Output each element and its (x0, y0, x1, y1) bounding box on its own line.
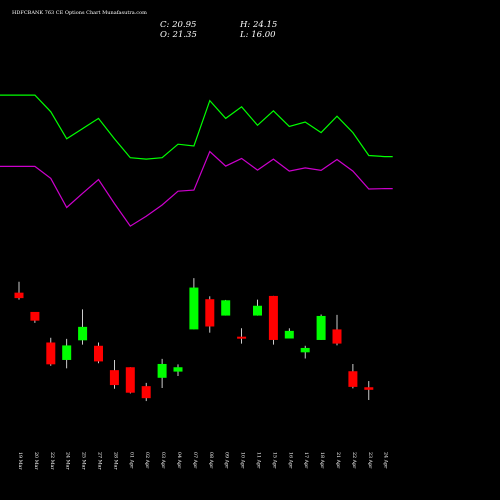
x-tick-label: 19 Mar (17, 452, 23, 470)
low-value: L: 16.00 (239, 30, 276, 40)
x-tick-label: 04 Apr (176, 452, 182, 469)
x-axis-tick-labels: 19 Mar 20 Mar 22 Mar 24 Mar 25 Mar 27 Mar 28 M… (17, 452, 389, 470)
candle-body (268, 295, 278, 340)
x-tick-label: 10 Apr (240, 452, 246, 469)
indicator-lines (0, 94, 393, 227)
x-tick-label: 15 Apr (271, 452, 277, 469)
candle (205, 296, 215, 333)
candle (348, 363, 358, 389)
candle-body (109, 370, 119, 386)
candle-body (332, 329, 342, 344)
candle-body (78, 326, 88, 341)
candle (109, 359, 119, 389)
candle (14, 281, 24, 300)
close-value: C: 20.95 (160, 20, 196, 30)
candle-body (253, 305, 262, 316)
candle (157, 358, 167, 388)
candle-body (189, 287, 199, 330)
x-tick-label: 23 Apr (367, 452, 373, 469)
candle-body (316, 315, 326, 340)
candle-body (125, 367, 135, 393)
x-tick-label: 21 Apr (335, 452, 341, 469)
x-tick-label: 24 Mar (65, 452, 71, 470)
x-tick-label: 28 Mar (112, 452, 118, 470)
candle-body (94, 345, 103, 362)
x-tick-label: 03 Apr (160, 452, 166, 469)
candle (46, 337, 56, 366)
candle (300, 345, 310, 359)
candle-body (173, 367, 183, 372)
candles (14, 278, 374, 402)
candle-body (46, 342, 56, 365)
candle (364, 381, 374, 400)
x-tick-label: 22 Mar (49, 452, 55, 470)
candle (268, 295, 278, 345)
candle (284, 328, 294, 339)
candle (253, 299, 262, 316)
candle (237, 328, 247, 344)
candle (141, 382, 151, 402)
candle (30, 311, 40, 323)
candle (316, 314, 326, 340)
candle (94, 342, 103, 364)
candle (189, 278, 199, 330)
x-tick-label: 16 Apr (287, 452, 293, 469)
candle-body (14, 292, 24, 299)
candle-body (237, 336, 247, 339)
candle-body (348, 371, 358, 387)
candle (125, 367, 135, 394)
x-tick-label: 20 Mar (33, 452, 39, 470)
x-tick-label: 09 Apr (224, 452, 230, 469)
candle-body (205, 299, 215, 327)
x-tick-label: 17 Apr (303, 452, 309, 469)
candle-body (141, 386, 151, 399)
lower-indicator-line (0, 150, 393, 227)
open-value: O: 21.35 (160, 30, 197, 40)
candle (332, 314, 342, 346)
candle (78, 309, 88, 345)
x-tick-label: 27 Mar (97, 452, 103, 470)
candle (62, 338, 72, 369)
candle-body (364, 387, 374, 390)
x-tick-label: 07 Apr (192, 452, 198, 469)
x-tick-label: 11 Apr (256, 452, 262, 469)
x-tick-label: 18 Apr (319, 452, 325, 469)
candle-body (62, 345, 72, 360)
x-tick-label: 22 Apr (351, 452, 357, 469)
candle-body (300, 347, 310, 353)
chart-title: HDFCBANK 763 CE Options Chart Munafasutr… (12, 10, 147, 16)
candle-body (157, 363, 167, 378)
upper-indicator-line (0, 94, 393, 160)
candle (173, 364, 183, 376)
high-value: H: 24.15 (239, 20, 277, 30)
x-tick-label: 25 Mar (81, 452, 87, 470)
candle-body (284, 330, 294, 339)
candle-body (30, 311, 40, 321)
x-tick-label: 02 Apr (144, 452, 150, 469)
candle (221, 299, 231, 316)
candle-body (221, 300, 231, 316)
x-tick-label: 24 Apr (383, 452, 389, 469)
x-tick-label: 08 Apr (208, 452, 214, 469)
x-tick-label: 01 Apr (128, 452, 134, 469)
